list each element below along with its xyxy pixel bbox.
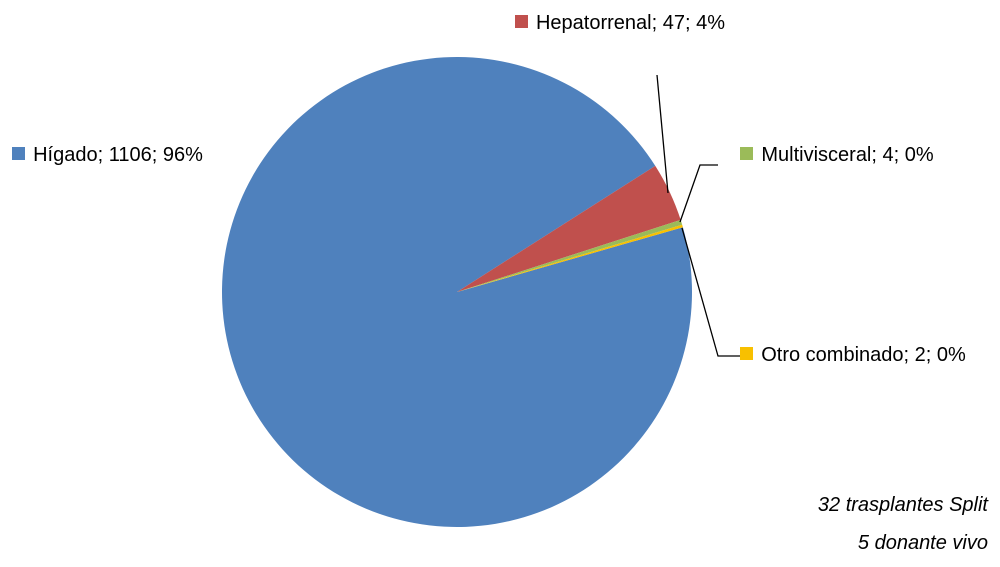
pie-slice	[457, 219, 683, 292]
leader-line	[679, 164, 718, 223]
label-text: Hígado; 1106; 96%	[33, 144, 203, 166]
label-text: Hepatorrenal; 47; 4%	[535, 12, 725, 34]
pie-slice	[221, 57, 693, 527]
legend-swatch	[12, 147, 26, 160]
label-text: Otro combinado; 2; 0%	[761, 344, 966, 366]
data-label: Otro combinado; 2; 0%	[738, 338, 968, 372]
annotation: 5 donante vivo	[857, 532, 988, 554]
data-label: Hepatorrenal; 47; 4%	[505, 6, 735, 40]
data-label: Multivisceral; 4; 0%	[712, 138, 962, 172]
legend-swatch	[514, 15, 528, 28]
leader-line	[656, 74, 669, 194]
data-label: Hígado; 1106; 96%	[10, 138, 205, 172]
annotation: 32 trasplantes Split	[817, 494, 988, 516]
pie-slice	[457, 165, 681, 292]
legend-swatch	[740, 147, 754, 160]
pie-slice	[457, 224, 683, 292]
leader-line	[681, 227, 740, 357]
label-text: Multivisceral; 4; 0%	[761, 144, 934, 166]
legend-swatch	[740, 347, 754, 360]
